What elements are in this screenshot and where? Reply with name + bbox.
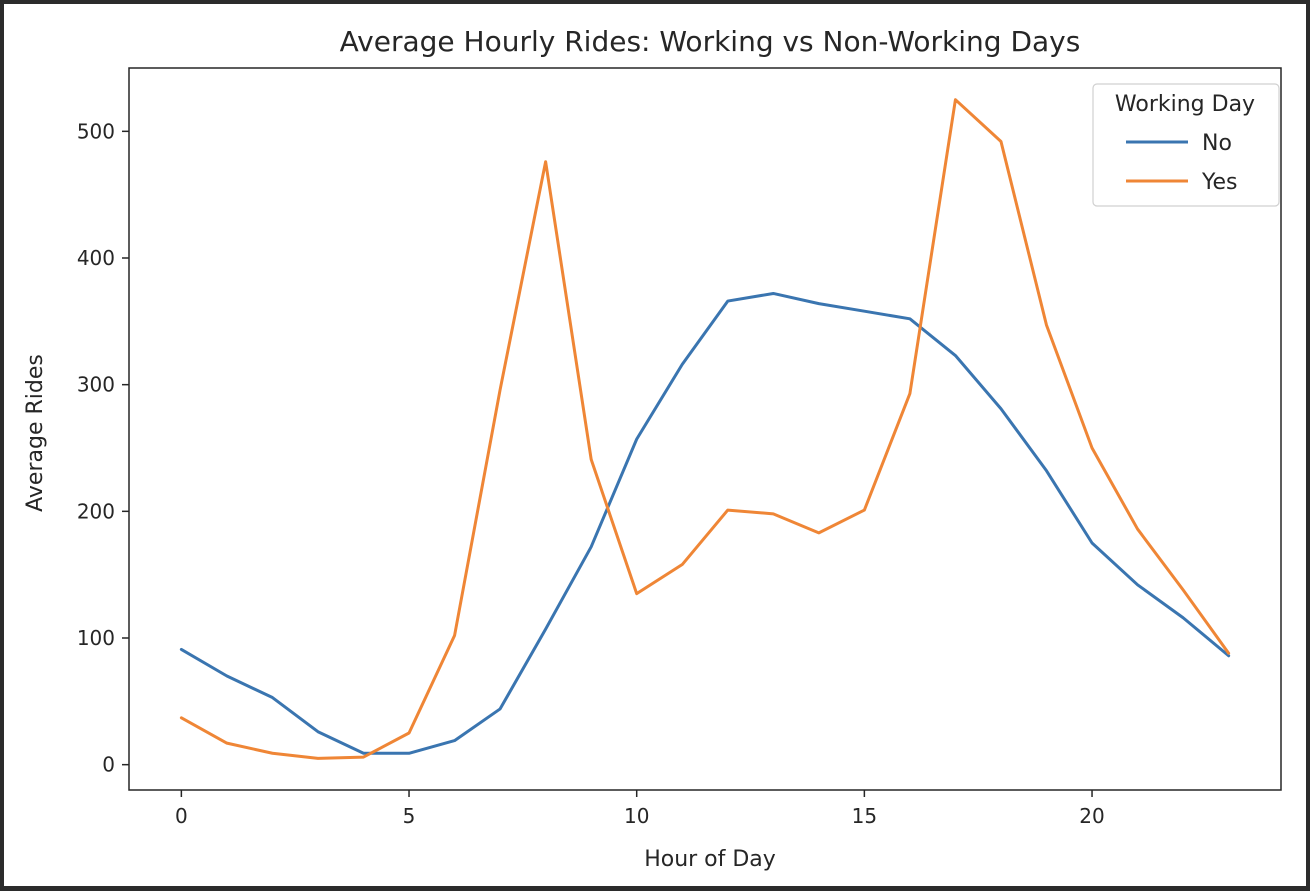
y-tick-label: 0 xyxy=(102,753,115,777)
figure: Average Hourly Rides: Working vs Non-Wor… xyxy=(4,4,1306,886)
y-tick-label: 200 xyxy=(77,499,115,523)
legend-label-yes: Yes xyxy=(1201,170,1238,195)
y-axis-label: Average Rides xyxy=(23,354,48,512)
x-axis: 0 5 10 15 20 xyxy=(175,790,1105,828)
x-tick-label: 15 xyxy=(852,804,877,828)
line-chart: Average Hourly Rides: Working vs Non-Wor… xyxy=(23,25,1282,872)
y-axis: 0 100 200 300 400 500 xyxy=(77,119,129,777)
series-lines xyxy=(179,98,1231,760)
y-tick-label: 500 xyxy=(77,119,115,143)
x-tick-label: 0 xyxy=(175,804,188,828)
legend-title: Working Day xyxy=(1115,92,1255,117)
y-tick-label: 400 xyxy=(77,246,115,270)
plot-area xyxy=(128,67,1282,791)
legend: Working Day No Yes xyxy=(1092,83,1280,207)
legend-label-no: No xyxy=(1202,131,1232,156)
legend-box xyxy=(1092,83,1280,207)
x-tick-label: 20 xyxy=(1079,804,1104,828)
x-tick-label: 10 xyxy=(624,804,649,828)
y-tick-label: 300 xyxy=(77,373,115,397)
x-tick-label: 5 xyxy=(403,804,416,828)
series-line-no xyxy=(179,291,1231,755)
series-line-yes xyxy=(179,98,1231,760)
chart-title: Average Hourly Rides: Working vs Non-Wor… xyxy=(340,25,1081,58)
y-tick-label: 100 xyxy=(77,626,115,650)
x-axis-label: Hour of Day xyxy=(644,847,776,872)
